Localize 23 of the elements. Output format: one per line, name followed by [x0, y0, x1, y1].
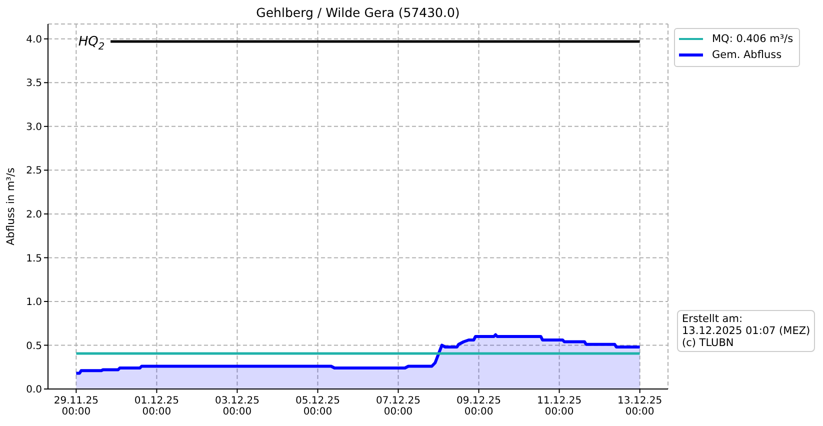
legend-label: MQ: 0.406 m³/s [712, 32, 794, 47]
x-tick-label: 01.12.25 00:00 [134, 396, 179, 418]
y-tick-label: 2.5 [26, 166, 42, 177]
y-tick-label: 0.5 [26, 340, 42, 352]
y-axis-title: Abfluss in m³/s [5, 168, 17, 246]
x-tick-label: 07.12.25 00:00 [376, 396, 421, 418]
x-tick-label: 09.12.25 00:00 [456, 396, 502, 418]
y-tick-label: 4.0 [26, 34, 42, 46]
y-tick-label: 1.0 [26, 297, 42, 308]
x-tick-label: 11.12.25 00:00 [537, 396, 582, 418]
y-tick-label: 3.0 [26, 122, 42, 133]
text: Erstellt am: 13.12.2025 01:07 (MEZ) (c) TLUBN [677, 310, 816, 352]
y-tick-label: 0.0 [26, 384, 42, 396]
annotation: HQ$_{2}$ [78, 34, 105, 53]
chart-title: Gehlberg / Wilde Gera (57430.0) [256, 5, 460, 20]
y-tick-label: 2.0 [26, 209, 42, 220]
y-tick-label: 3.5 [26, 78, 42, 90]
x-tick-label: 29.11.25 00:00 [54, 396, 98, 418]
x-tick-label: 03.12.25 00:00 [214, 396, 260, 418]
y-tick-label: 1.5 [26, 253, 42, 264]
x-tick-label: 13.12.25 00:00 [618, 396, 662, 418]
x-tick-label: 05.12.25 00:00 [295, 396, 340, 418]
legend-label: Gem. Abfluss [712, 48, 782, 63]
